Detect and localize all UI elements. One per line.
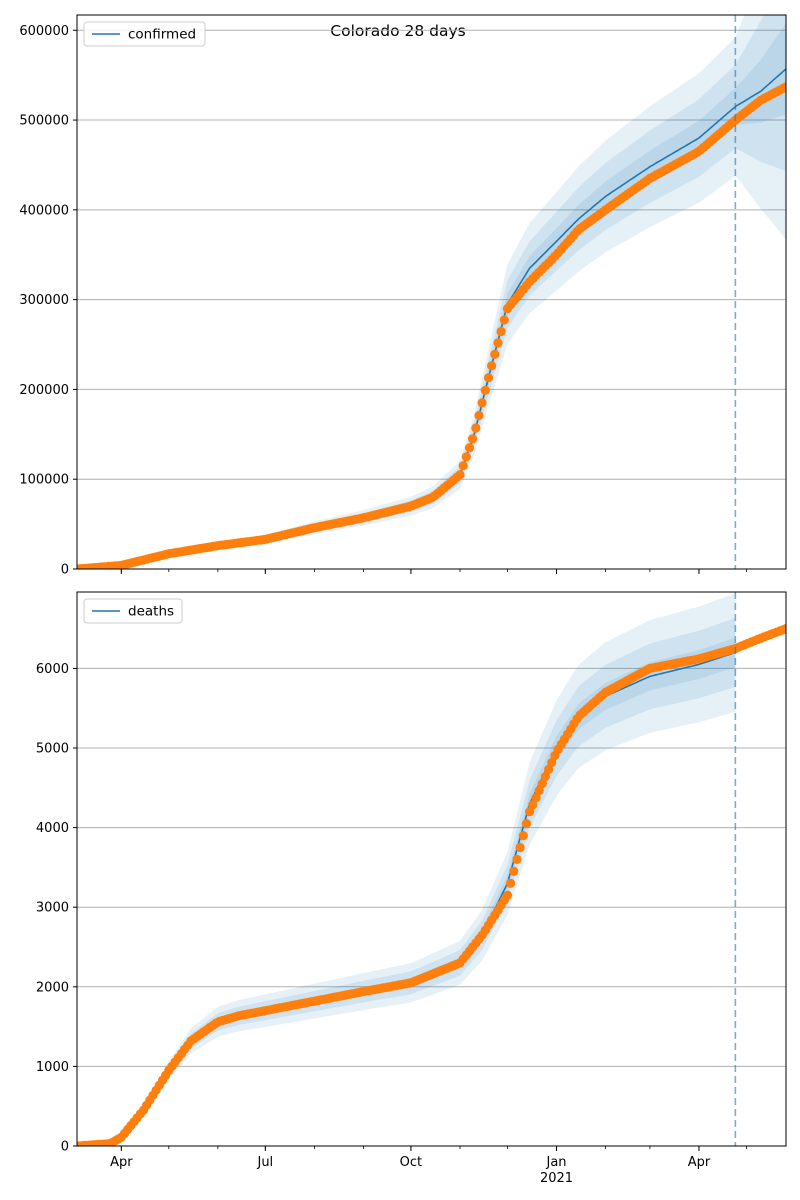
y-tick-label: 0 — [61, 1140, 69, 1155]
observed-point — [547, 757, 557, 768]
axes-frame — [76, 14, 787, 570]
x-tick-label: Jan — [546, 1155, 567, 1170]
observed-point — [474, 410, 484, 421]
observed-point — [525, 807, 535, 817]
legend: confirmed — [83, 21, 206, 47]
y-tick-label: 4000 — [36, 821, 69, 836]
observed-point — [458, 461, 468, 471]
legend-label: confirmed — [128, 27, 196, 43]
y-tick-label: 2000 — [36, 980, 69, 995]
observed-point — [493, 338, 503, 348]
observed-point — [540, 772, 551, 782]
y-tick-label: 5000 — [36, 742, 69, 757]
y-tick-label: 6000 — [36, 662, 69, 677]
x-year-label: 2021 — [540, 1171, 573, 1186]
y-tick-label: 300000 — [19, 293, 69, 308]
observed-point — [544, 764, 554, 775]
deaths-panel: 0 1000 2000 3000 4000 5000 6000 deaths — [36, 591, 787, 1155]
plot-area — [77, 593, 786, 1146]
y-tick-label: 200000 — [19, 383, 69, 398]
observed-point — [490, 349, 500, 359]
observed-point — [521, 819, 532, 829]
observed-point — [528, 800, 538, 810]
observed-point — [480, 385, 490, 395]
observed-point — [781, 82, 786, 92]
confirmed-panel: 0 100000 200000 300000 400000 500000 600000 con… — [19, 14, 787, 578]
observed-point — [534, 786, 544, 796]
observed-point — [496, 326, 506, 337]
legend: deaths — [83, 598, 183, 624]
y-tick-label: 600000 — [19, 24, 69, 39]
uncertainty-band-1 — [77, 15, 786, 569]
legend-label: deaths — [128, 604, 174, 620]
x-tick-label: Oct — [400, 1155, 422, 1170]
legend-box — [83, 598, 183, 624]
x-tick-label: Apr — [110, 1155, 133, 1170]
figure-title: Colorado 28 days — [330, 22, 465, 40]
x-axis: Apr Jul Oct Jan Apr 2021 — [110, 1155, 711, 1186]
observed-point — [455, 470, 465, 480]
plot-area — [77, 15, 786, 569]
observed-point — [464, 443, 475, 453]
observed-point — [499, 315, 509, 325]
y-tick-label: 400000 — [19, 203, 69, 218]
y-tick-label: 3000 — [36, 901, 69, 916]
observed-point — [471, 423, 481, 433]
y-tick-label: 100000 — [19, 473, 69, 488]
observed-point — [502, 890, 513, 900]
observed-point — [518, 831, 528, 841]
y-tick-label: 500000 — [19, 114, 69, 129]
observed-point — [531, 793, 541, 803]
x-tick-label: Jul — [256, 1155, 273, 1170]
observed-point — [781, 624, 786, 634]
observed-point — [506, 878, 516, 888]
observed-point — [515, 842, 525, 853]
observed-point — [487, 361, 497, 371]
observed-point — [509, 866, 519, 877]
legend-box — [83, 21, 206, 47]
observed-point — [468, 434, 478, 444]
observed-point — [483, 373, 494, 383]
observed-point — [537, 779, 547, 789]
axes-frame — [76, 591, 787, 1147]
observed-point — [461, 452, 471, 462]
x-tick-label: Apr — [688, 1155, 711, 1170]
observed-point — [512, 854, 522, 865]
observed-point — [477, 398, 487, 408]
y-tick-label: 0 — [61, 563, 69, 578]
y-tick-label: 1000 — [36, 1060, 69, 1075]
